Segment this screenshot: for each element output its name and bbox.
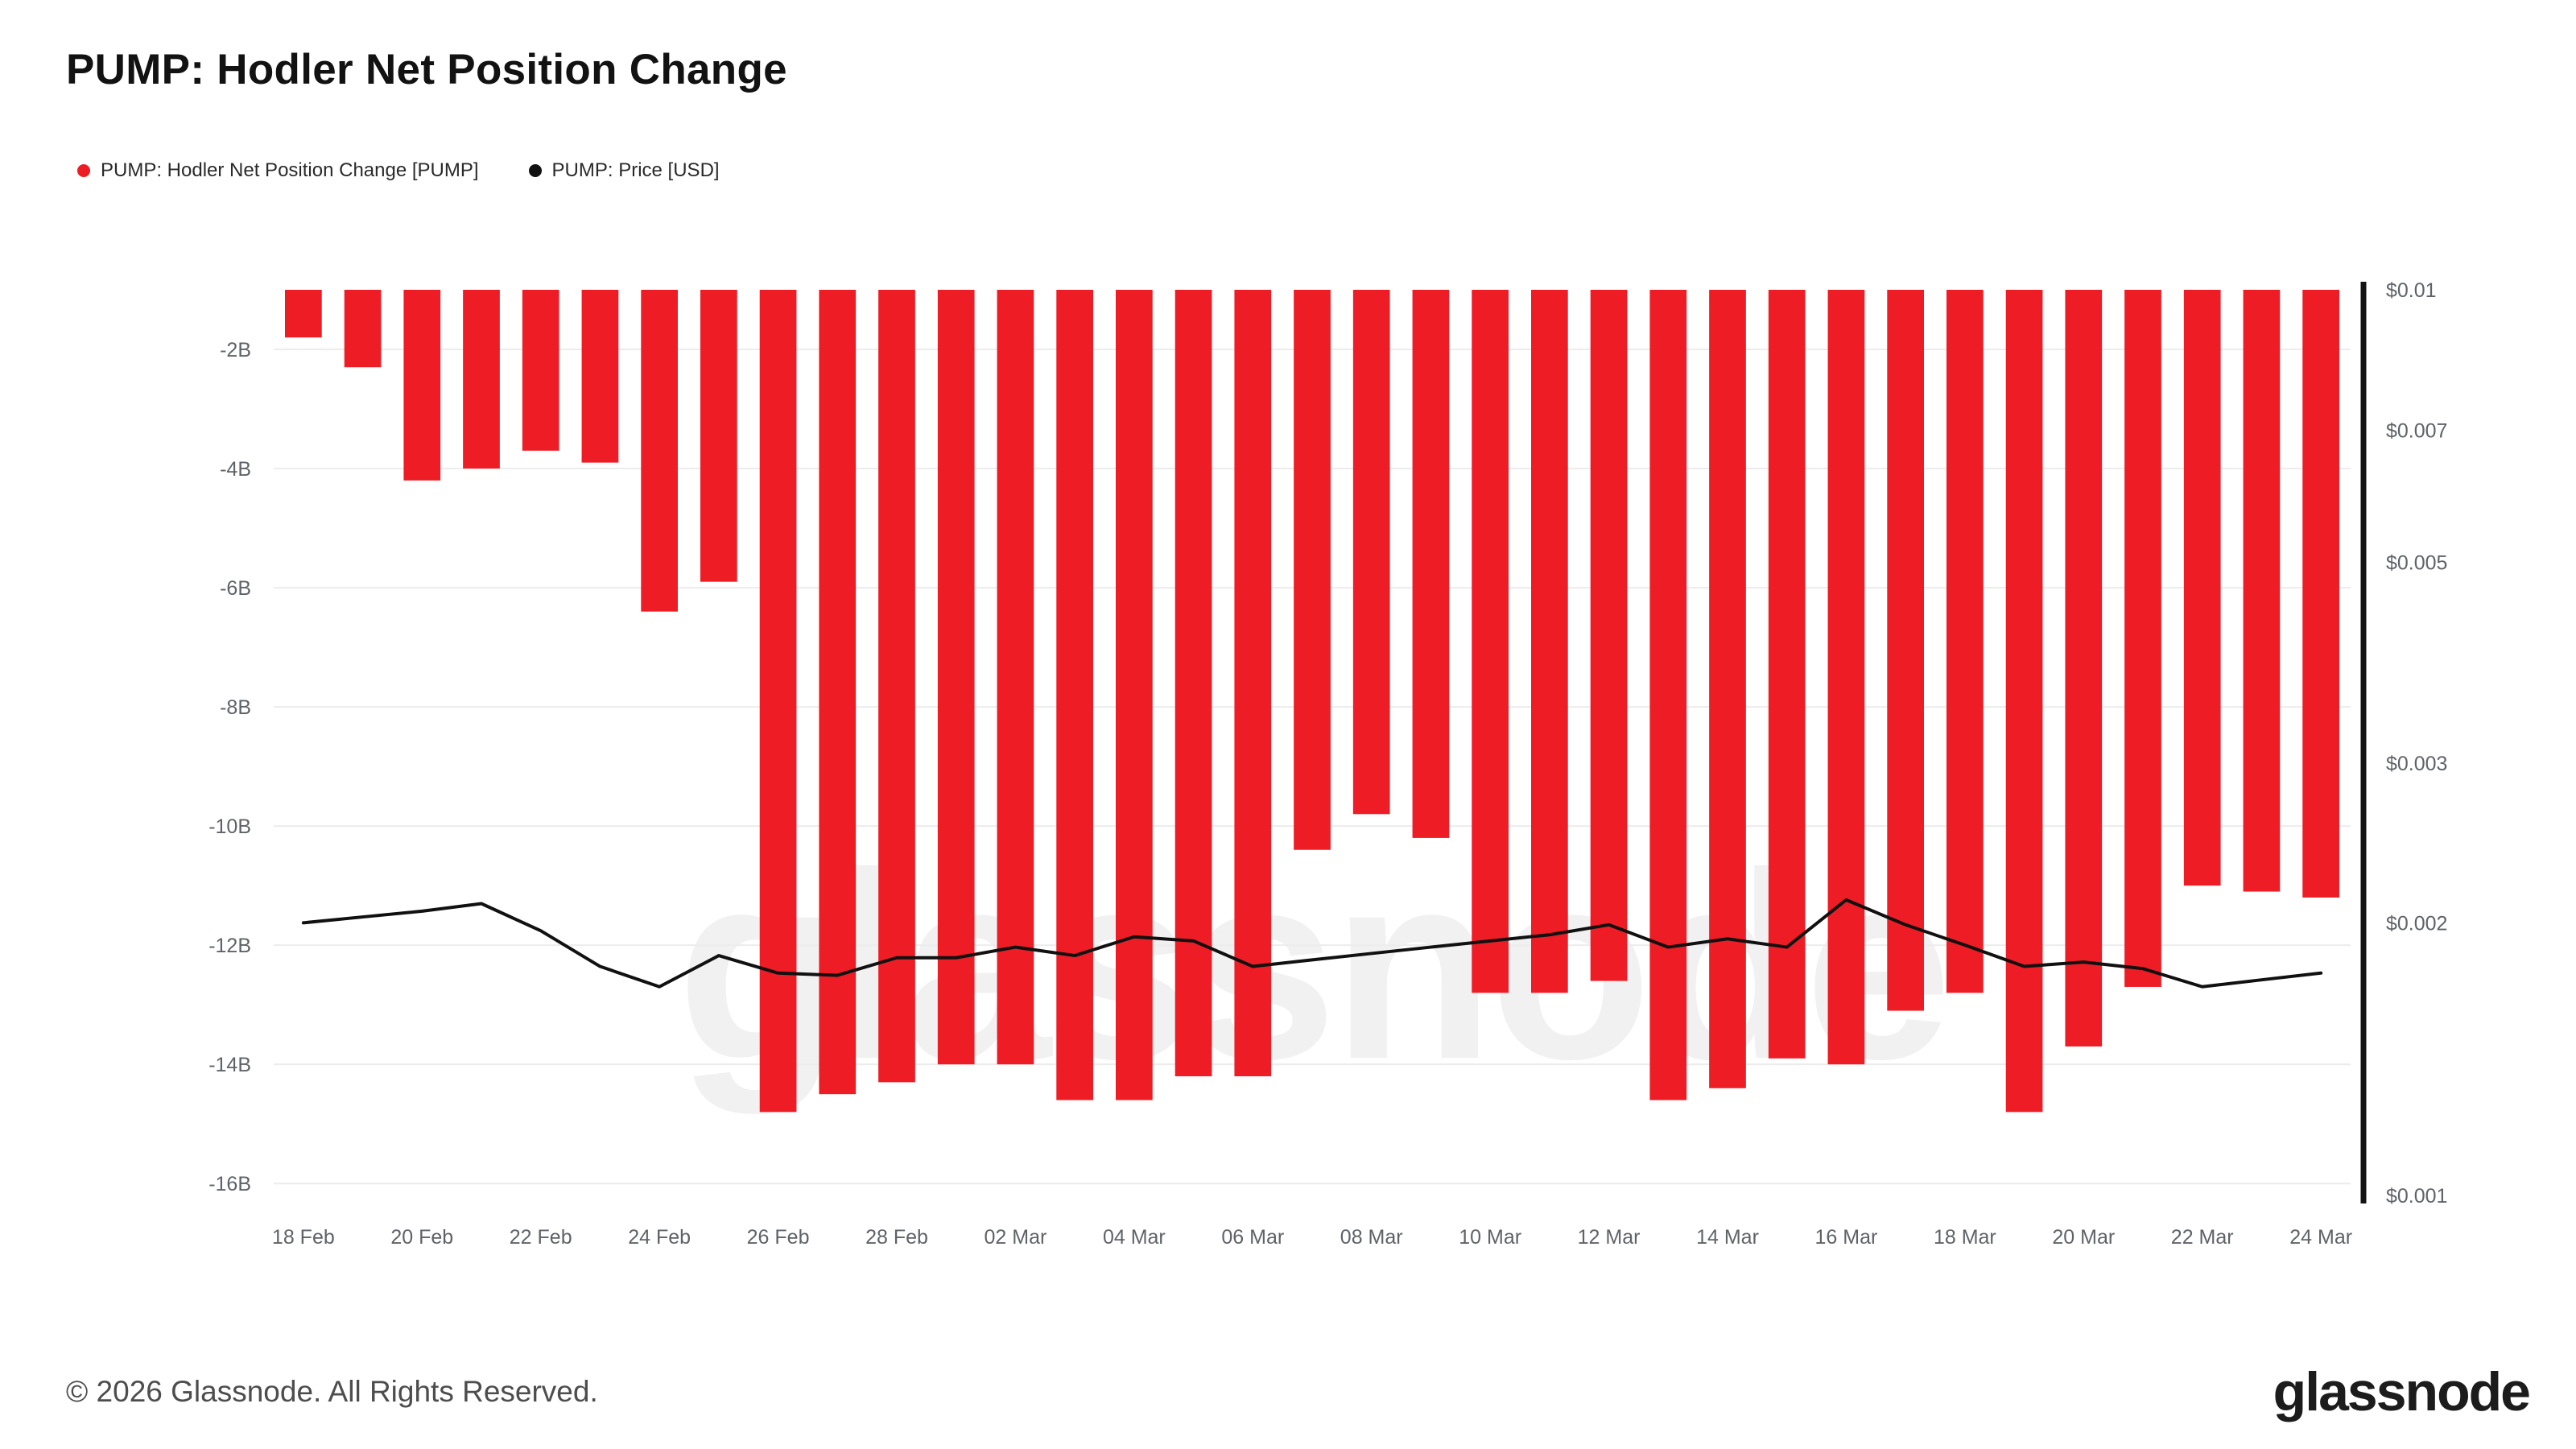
net-position-bar[interactable] — [2065, 290, 2103, 1046]
left-axis-tick: -16B — [208, 1173, 251, 1195]
net-position-bar[interactable] — [2183, 290, 2221, 886]
net-position-bar[interactable] — [1472, 290, 1509, 993]
net-position-bar[interactable] — [878, 290, 915, 1083]
price-line[interactable] — [301, 898, 2323, 989]
net-position-bar[interactable] — [2243, 290, 2281, 892]
net-position-bar[interactable] — [1827, 290, 1865, 1065]
x-axis-tick: 02 Mar — [985, 1226, 1047, 1249]
net-position-bar[interactable] — [403, 290, 441, 481]
glassnode-logo: glassnode — [2273, 1361, 2531, 1422]
x-axis-tick: 20 Mar — [2052, 1226, 2115, 1249]
net-position-bar[interactable] — [1590, 290, 1628, 981]
right-axis-tick: $0.007 — [2386, 419, 2447, 442]
net-position-bar[interactable] — [1649, 290, 1687, 1100]
net-position-bar[interactable] — [344, 290, 382, 368]
net-position-bar[interactable] — [285, 290, 322, 338]
net-position-bar[interactable] — [1116, 290, 1153, 1100]
x-axis-tick: 04 Mar — [1103, 1226, 1166, 1249]
net-position-bar[interactable] — [641, 290, 678, 612]
legend-item-price[interactable]: PUMP: Price [USD] — [528, 159, 720, 182]
left-axis-tick: -2B — [220, 339, 251, 361]
x-axis-tick: 20 Feb — [390, 1226, 453, 1249]
net-position-bar[interactable] — [2124, 290, 2161, 987]
net-position-bar[interactable] — [997, 290, 1034, 1065]
right-axis-tick: $0.003 — [2386, 753, 2447, 775]
copyright-text: © 2026 Glassnode. All Rights Reserved. — [66, 1375, 598, 1408]
net-position-bar[interactable] — [1768, 290, 1806, 1059]
right-axis-tick: $0.002 — [2386, 912, 2447, 935]
plot-svg[interactable]: -2B -4B -6B -8B -10B -12B -14B -16B $0.01 $0.007 $… — [40, 266, 2568, 1296]
x-axis-tick: 12 Mar — [1578, 1226, 1641, 1249]
x-axis-tick: 16 Mar — [1815, 1226, 1878, 1249]
net-position-bar[interactable] — [463, 290, 500, 469]
left-axis-tick: -10B — [208, 815, 251, 838]
net-position-bar[interactable] — [1412, 290, 1450, 838]
net-position-bar[interactable] — [2005, 290, 2043, 1113]
net-position-bar[interactable] — [1531, 290, 1568, 993]
net-position-bar[interactable] — [1887, 290, 1924, 1011]
net-position-bar[interactable] — [819, 290, 857, 1095]
left-axis-tick: -12B — [208, 935, 251, 957]
left-axis-tick: -14B — [208, 1054, 251, 1076]
net-position-bar[interactable] — [937, 290, 975, 1065]
left-axis-tick: -4B — [220, 458, 251, 481]
x-axis-tick: 24 Feb — [628, 1226, 691, 1249]
x-axis-tick: 24 Mar — [2289, 1226, 2352, 1249]
legend-dot-net-position — [77, 164, 90, 177]
x-axis-tick: 14 Mar — [1696, 1226, 1759, 1249]
right-axis-tick: $0.001 — [2386, 1185, 2447, 1208]
x-axis-tick: 22 Feb — [510, 1226, 572, 1249]
net-position-bar[interactable] — [1234, 290, 1272, 1076]
net-position-bar[interactable] — [1056, 290, 1093, 1100]
right-axis-tick: $0.005 — [2386, 552, 2447, 575]
x-axis-tick: 08 Mar — [1340, 1226, 1403, 1249]
legend-dot-price — [528, 164, 542, 177]
x-axis-tick: 06 Mar — [1221, 1226, 1284, 1249]
chart-area[interactable]: glassnode -2B -4B -6B -8B -10B -12B -14B -16B $0… — [0, 242, 2576, 1288]
page-title: PUMP: Hodler Net Position Change — [66, 46, 787, 93]
net-position-bar[interactable] — [522, 290, 559, 451]
net-position-bar[interactable] — [700, 290, 737, 582]
x-axis-tick: 26 Feb — [747, 1226, 810, 1249]
x-axis-tick: 18 Mar — [1934, 1226, 1996, 1249]
legend-label-net-position: PUMP: Hodler Net Position Change [PUMP] — [101, 159, 479, 181]
legend-item-net-position[interactable]: PUMP: Hodler Net Position Change [PUMP] — [77, 159, 479, 182]
net-position-bar[interactable] — [2302, 290, 2339, 898]
net-position-bar[interactable] — [1946, 290, 1984, 993]
net-position-bar[interactable] — [1709, 290, 1746, 1088]
net-position-bar[interactable] — [1174, 290, 1212, 1076]
x-axis-tick: 10 Mar — [1459, 1226, 1521, 1249]
left-axis-tick: -6B — [220, 577, 251, 600]
net-position-bar[interactable] — [1352, 290, 1390, 815]
x-axis-tick: 28 Feb — [865, 1226, 928, 1249]
legend-label-price: PUMP: Price [USD] — [551, 159, 720, 181]
legend: PUMP: Hodler Net Position Change [PUMP] … — [77, 159, 720, 182]
x-axis-tick: 22 Mar — [2171, 1226, 2234, 1249]
left-axis-tick: -8B — [220, 696, 251, 719]
net-position-bar[interactable] — [1294, 290, 1331, 850]
right-axis-tick: $0.01 — [2386, 279, 2437, 302]
net-position-bar[interactable] — [581, 290, 619, 463]
net-position-bar[interactable] — [759, 290, 797, 1113]
x-axis-tick: 18 Feb — [272, 1226, 335, 1249]
